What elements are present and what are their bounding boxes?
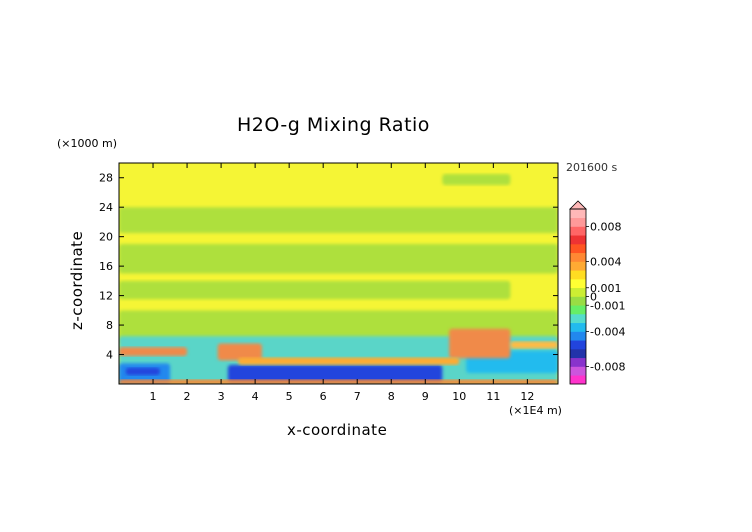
colorbar-swatch <box>570 357 586 367</box>
colorbar-swatch <box>570 252 586 262</box>
y-tick-label: 28 <box>99 172 113 185</box>
plot-frame <box>118 162 559 385</box>
y-tick-label: 16 <box>99 260 113 273</box>
colorbar-swatch <box>570 375 586 385</box>
x-tick-label: 7 <box>354 390 361 403</box>
contour-region <box>119 347 188 357</box>
colorbar-swatch <box>570 366 586 376</box>
time-label: 201600 s <box>566 161 618 174</box>
x-tick-label: 3 <box>218 390 225 403</box>
contour-region <box>119 379 558 384</box>
x-tick-label: 10 <box>452 390 466 403</box>
x-tick-label: 12 <box>520 390 534 403</box>
contour-region <box>442 174 511 186</box>
colorbar-swatch <box>570 305 586 315</box>
colorbar-label: -0.008 <box>590 361 625 374</box>
contour-region <box>217 343 262 361</box>
colorbar-swatch <box>570 235 586 245</box>
y-axis-unit: (×1000 m) <box>57 137 118 150</box>
chart-title: H2O-g Mixing Ratio <box>237 114 430 136</box>
x-tick-label: 9 <box>422 390 429 403</box>
colorbar-label: 0.008 <box>590 221 622 234</box>
contour-region <box>119 244 558 274</box>
colorbar-swatch <box>570 217 586 227</box>
colorbar-label: -0.001 <box>590 299 625 312</box>
colorbar-extend-arrow <box>569 200 587 210</box>
x-tick-label: 2 <box>184 390 191 403</box>
colorbar-label: -0.004 <box>590 326 625 339</box>
x-tick-label: 11 <box>486 390 500 403</box>
y-tick-label: 4 <box>106 349 113 362</box>
contour-region <box>449 328 511 359</box>
colorbar-swatch <box>570 244 586 254</box>
colorbar-swatch <box>570 314 586 324</box>
contour-region <box>119 207 558 233</box>
colorbar-swatch <box>570 270 586 280</box>
x-tick-label: 8 <box>388 390 395 403</box>
x-tick-label: 4 <box>252 390 259 403</box>
y-axis-label: z-coordinate <box>68 230 86 330</box>
x-tick-label: 5 <box>286 390 293 403</box>
x-tick-label: 1 <box>150 390 157 403</box>
y-tick-label: 12 <box>99 290 113 303</box>
colorbar-swatch <box>570 340 586 350</box>
x-axis-label: x-coordinate <box>287 421 388 439</box>
colorbar-label: 0.004 <box>590 256 622 269</box>
contour-region <box>119 310 558 344</box>
y-tick-label: 8 <box>106 319 113 332</box>
colorbar-swatch <box>570 226 586 236</box>
contour-region <box>238 357 460 365</box>
colorbar-label: 0.001 <box>590 282 622 295</box>
colorbar-swatch <box>570 322 586 332</box>
contour-region <box>227 364 443 383</box>
contour-field <box>119 163 558 384</box>
colorbar-swatch <box>570 261 586 271</box>
colorbar-label: 0 <box>590 291 597 304</box>
y-tick-label: 20 <box>99 231 113 244</box>
x-axis: 1 2 3 4 5 6 7 8 9 10 11 12 <box>150 163 534 403</box>
contour-region <box>119 280 511 300</box>
x-axis-unit: (×1E4 m) <box>509 404 562 417</box>
x-tick-label: 6 <box>320 390 327 403</box>
contour-region <box>125 367 160 376</box>
colorbar-swatch <box>570 296 586 306</box>
colorbar-swatch <box>570 287 586 297</box>
colorbar-swatch <box>570 349 586 359</box>
y-axis: 4 8 12 16 20 24 28 <box>99 172 558 362</box>
contour-region <box>510 341 558 349</box>
colorbar-swatch <box>570 331 586 341</box>
y-tick-label: 24 <box>99 201 113 214</box>
colorbar-swatch <box>570 209 586 219</box>
colorbar-swatch <box>570 279 586 289</box>
